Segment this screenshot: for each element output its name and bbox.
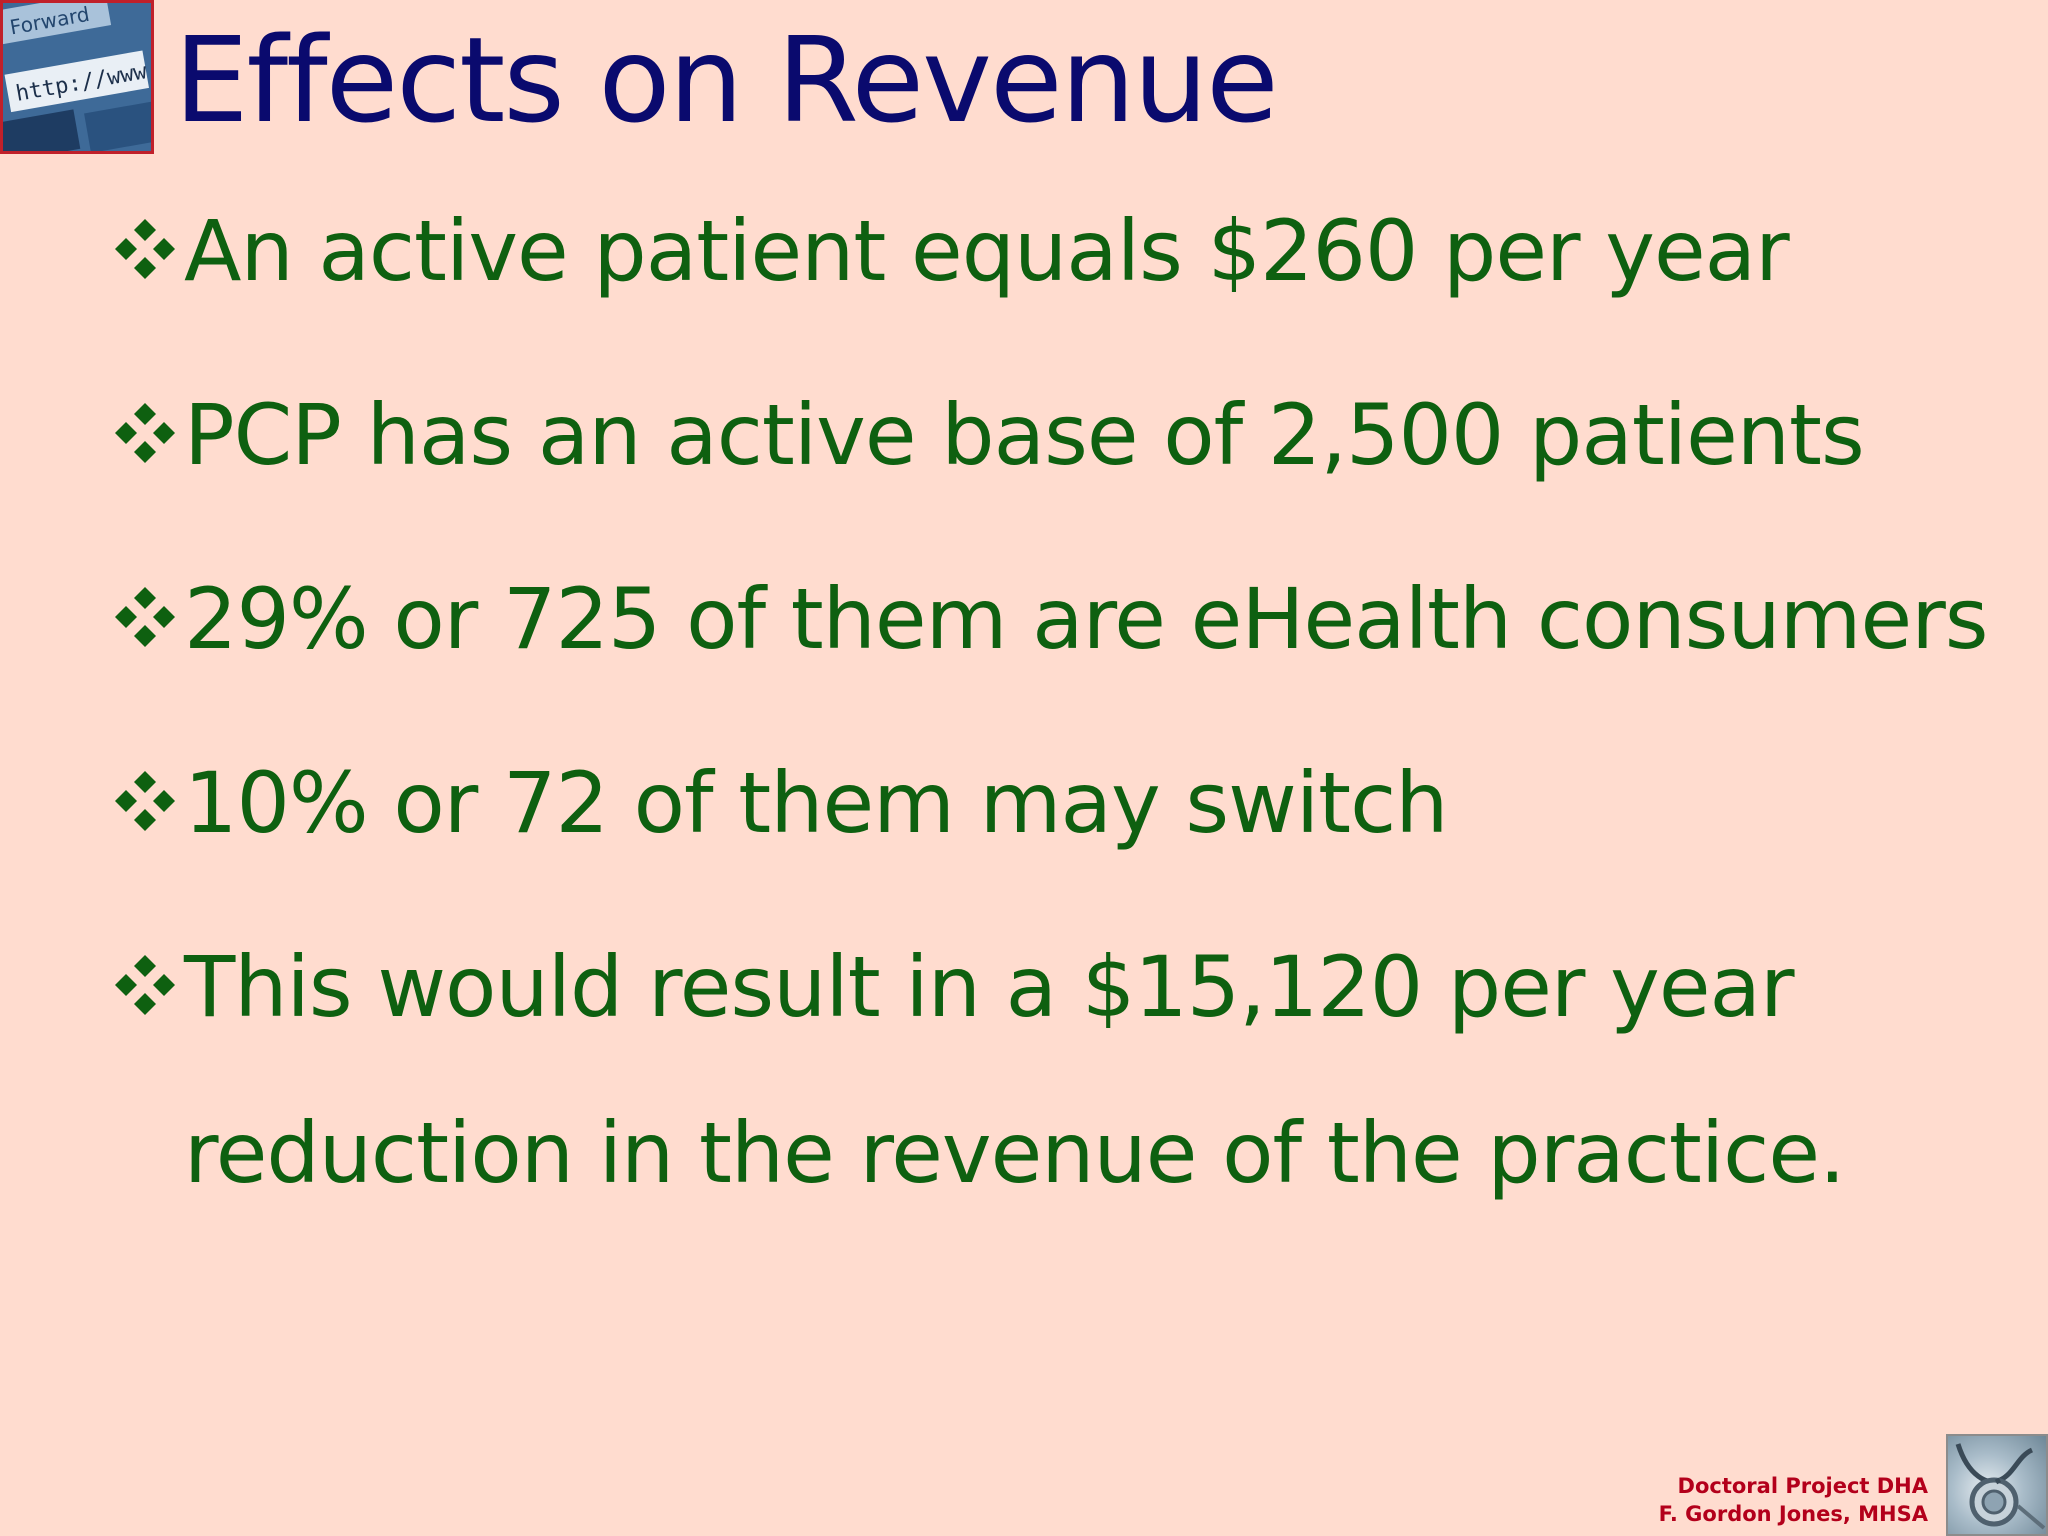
footer-line-author: F. Gordon Jones, MHSA: [1658, 1502, 1928, 1526]
bullet-text: PCP has an active base of 2,500 patients: [184, 386, 1865, 484]
four-diamond-bullet-icon: [115, 955, 175, 1015]
stethoscope-icon: [1955, 1443, 2046, 1530]
footer-credit: Doctoral Project DHA F. Gordon Jones, MH…: [1659, 1472, 1928, 1528]
bullet-text: This would result in a $15,120 per year …: [184, 938, 1846, 1202]
four-diamond-bullet-icon: [115, 771, 175, 831]
slide-title: Effects on Revenue: [174, 11, 1279, 149]
bullet-item: 10% or 72 of them may switch: [112, 720, 1992, 886]
footer-line-project: Doctoral Project DHA: [1677, 1474, 1928, 1498]
bullet-text: 10% or 72 of them may switch: [184, 754, 1449, 852]
browser-address-bar-image: Forward http://www: [0, 0, 154, 154]
four-diamond-bullet-icon: [115, 403, 175, 463]
bullet-text: An active patient equals $260 per year: [184, 202, 1790, 300]
bullet-item: An active patient equals $260 per year: [112, 168, 1992, 334]
four-diamond-bullet-icon: [115, 219, 175, 279]
stethoscope-image: [1946, 1434, 2048, 1536]
bullet-item: 29% or 725 of them are eHealth consumers: [112, 536, 1992, 702]
bullet-text: 29% or 725 of them are eHealth consumers: [184, 570, 1988, 668]
bullet-list: An active patient equals $260 per year P…: [112, 168, 1992, 1254]
bullet-item: PCP has an active base of 2,500 patients: [112, 352, 1992, 518]
bullet-item: This would result in a $15,120 per year …: [112, 904, 1992, 1236]
four-diamond-bullet-icon: [115, 587, 175, 647]
browser-image-icon: Forward http://www: [3, 3, 151, 151]
